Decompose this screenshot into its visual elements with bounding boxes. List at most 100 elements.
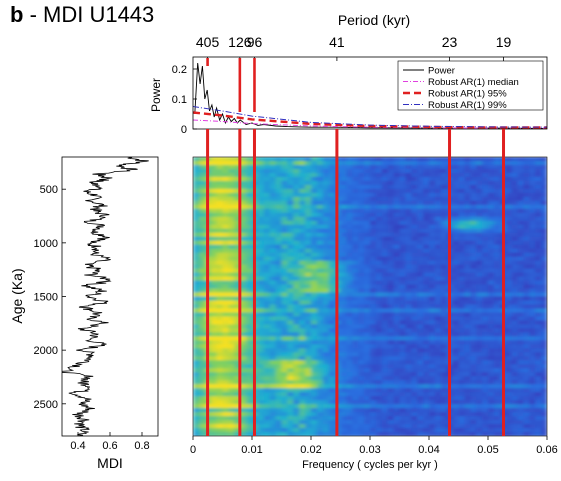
heatmap-cell	[287, 276, 294, 282]
heatmap-cell	[340, 352, 347, 357]
heatmap-cell	[281, 216, 288, 222]
heatmap-cell	[328, 244, 336, 250]
heatmap-cell	[517, 424, 524, 429]
heatmap-cell	[346, 372, 353, 377]
heatmap-cell	[393, 276, 401, 282]
heatmap-cell	[387, 388, 395, 393]
heatmap-cell	[417, 352, 424, 357]
heatmap-cell	[393, 268, 401, 274]
heatmap-cell	[293, 300, 300, 306]
heatmap-cell	[470, 352, 477, 357]
heatmap-cell	[381, 304, 389, 310]
heatmap-cell	[523, 432, 530, 436]
heatmap-cell	[434, 256, 442, 262]
heatmap-cell	[210, 157, 218, 162]
heatmap-cell	[411, 416, 418, 421]
heatmap-cell	[269, 220, 277, 226]
heatmap-cell	[358, 284, 365, 290]
heatmap-cell	[216, 212, 224, 218]
heatmap-cell	[517, 392, 524, 397]
heatmap-cell	[340, 228, 347, 234]
heatmap-cell	[535, 260, 542, 266]
heatmap-cell	[222, 157, 229, 162]
heatmap-cell	[228, 300, 235, 306]
heatmap-cell	[387, 160, 395, 166]
heatmap-cell	[493, 168, 501, 174]
heatmap-cell	[240, 180, 247, 186]
heatmap-cell	[523, 260, 530, 266]
heatmap-cell	[517, 228, 524, 234]
heatmap-cell	[517, 280, 524, 286]
legend-label: Robust AR(1) median	[428, 77, 519, 88]
heatmap-cell	[429, 296, 436, 302]
heatmap-cell	[387, 252, 395, 258]
heatmap-cell	[381, 404, 389, 409]
heatmap-cell	[370, 172, 377, 178]
heatmap-cell	[322, 340, 330, 345]
heatmap-cell	[228, 157, 235, 162]
heatmap-cell	[293, 404, 300, 409]
heatmap-cell	[210, 208, 218, 214]
heatmap-cell	[464, 412, 471, 417]
heatmap-cell	[322, 416, 330, 421]
heatmap-cell	[316, 344, 324, 349]
heatmap-cell	[198, 380, 206, 385]
heatmap-cell	[240, 400, 247, 405]
heatmap-cell	[216, 384, 224, 389]
heatmap-cell	[346, 396, 353, 401]
heatmap-cell	[263, 352, 271, 357]
heatmap-cell	[370, 284, 377, 290]
heatmap-cell	[364, 192, 371, 198]
heatmap-cell	[246, 200, 253, 206]
heatmap-cell	[370, 408, 377, 413]
heatmap-cell	[434, 228, 442, 234]
heatmap-cell	[493, 160, 501, 166]
heatmap-cell	[358, 336, 365, 341]
heatmap-cell	[511, 216, 519, 222]
heatmap-cell	[222, 196, 229, 202]
heatmap-cell	[193, 192, 200, 198]
heatmap-cell	[387, 372, 395, 377]
heatmap-cell	[417, 260, 424, 266]
legend-label: Robust AR(1) 99%	[428, 100, 507, 111]
heatmap-cell	[346, 232, 353, 238]
heatmap-cell	[529, 212, 536, 218]
heatmap-cell	[523, 200, 530, 206]
heatmap-cell	[517, 264, 524, 270]
heatmap-cell	[287, 396, 294, 401]
heatmap-cell	[358, 412, 365, 417]
heatmap-cell	[234, 180, 241, 186]
heatmap-cell	[322, 228, 330, 234]
heatmap-cell	[381, 224, 389, 230]
heatmap-cell	[423, 304, 430, 310]
heatmap-cell	[228, 320, 235, 325]
heatmap-cell	[393, 160, 401, 166]
heatmap-cell	[517, 184, 524, 190]
heatmap-cell	[322, 192, 330, 198]
heatmap-cell	[458, 384, 465, 389]
heatmap-cell	[228, 356, 235, 361]
mdi-x-tick-label: 0.4	[70, 440, 85, 452]
heatmap-cell	[375, 224, 383, 230]
heatmap-cell	[311, 164, 318, 170]
heatmap-cell	[328, 212, 336, 218]
heatmap-cell	[328, 316, 336, 322]
heatmap-cell	[464, 352, 471, 357]
heatmap-cell	[340, 232, 347, 238]
heatmap-cell	[322, 400, 330, 405]
heatmap-cell	[281, 204, 288, 210]
heatmap-cell	[529, 300, 536, 306]
heatmap-cell	[434, 332, 442, 337]
heatmap-cell	[452, 232, 460, 238]
heatmap-cell	[393, 164, 401, 170]
heatmap-cell	[257, 320, 265, 325]
heatmap-cell	[240, 264, 247, 270]
heatmap-cell	[405, 188, 412, 194]
heatmap-cell	[322, 304, 330, 310]
heatmap-cell	[193, 376, 200, 381]
heatmap-cell	[393, 324, 401, 329]
heatmap-cell	[511, 248, 519, 254]
heatmap-cell	[198, 220, 206, 226]
heatmap-cell	[535, 348, 542, 353]
heatmap-cell	[529, 360, 536, 365]
